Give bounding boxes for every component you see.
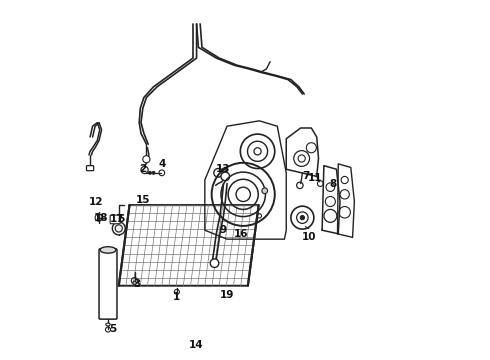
Text: 9: 9 bbox=[220, 225, 227, 235]
FancyBboxPatch shape bbox=[110, 215, 120, 224]
Text: 15: 15 bbox=[136, 195, 150, 205]
FancyBboxPatch shape bbox=[99, 249, 117, 319]
Circle shape bbox=[148, 171, 151, 174]
Text: 13: 13 bbox=[216, 164, 231, 174]
Text: 2: 2 bbox=[139, 164, 147, 174]
Circle shape bbox=[221, 172, 230, 181]
Circle shape bbox=[141, 166, 148, 174]
Text: 12: 12 bbox=[89, 197, 103, 207]
Text: 14: 14 bbox=[189, 340, 204, 350]
Circle shape bbox=[210, 259, 219, 267]
Text: 10: 10 bbox=[302, 232, 317, 242]
Ellipse shape bbox=[100, 247, 116, 253]
Text: 17: 17 bbox=[110, 215, 124, 224]
Circle shape bbox=[300, 216, 304, 220]
Text: 8: 8 bbox=[329, 179, 337, 189]
Text: 19: 19 bbox=[220, 290, 234, 300]
Text: 7: 7 bbox=[302, 171, 310, 181]
Circle shape bbox=[112, 222, 125, 235]
Text: 1: 1 bbox=[173, 292, 180, 302]
Circle shape bbox=[133, 281, 136, 285]
Circle shape bbox=[214, 168, 222, 177]
Text: 16: 16 bbox=[234, 229, 248, 239]
Text: 3: 3 bbox=[134, 279, 141, 289]
Circle shape bbox=[262, 188, 268, 194]
Circle shape bbox=[152, 171, 155, 174]
Circle shape bbox=[143, 156, 150, 163]
Ellipse shape bbox=[106, 323, 110, 326]
FancyBboxPatch shape bbox=[87, 166, 94, 171]
Text: 4: 4 bbox=[159, 159, 166, 169]
Text: 6: 6 bbox=[118, 215, 125, 224]
Text: 5: 5 bbox=[109, 324, 116, 334]
Text: 11: 11 bbox=[308, 173, 322, 183]
Text: 18: 18 bbox=[94, 213, 109, 222]
